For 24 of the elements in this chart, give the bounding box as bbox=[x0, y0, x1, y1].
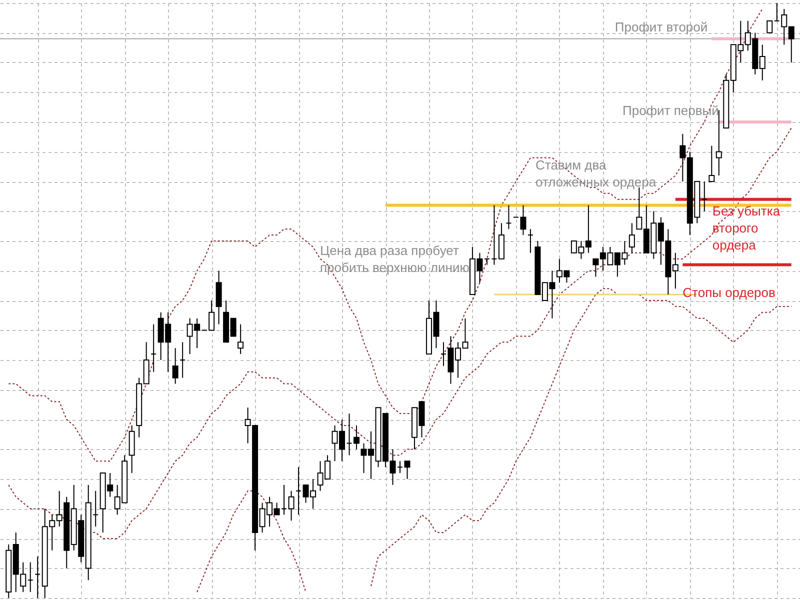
candlestick bbox=[27, 562, 34, 593]
candlestick bbox=[484, 258, 490, 266]
candlestick bbox=[216, 270, 222, 325]
candlestick bbox=[128, 424, 135, 474]
candlestick bbox=[296, 466, 302, 516]
candlestick bbox=[150, 324, 157, 372]
series-label: Профит первый bbox=[622, 103, 719, 118]
candlestick bbox=[288, 490, 294, 522]
candlestick bbox=[527, 228, 534, 254]
candlestick bbox=[701, 181, 708, 212]
series-label: Профит второй bbox=[614, 20, 708, 35]
candlestick bbox=[238, 324, 244, 355]
candlestick bbox=[180, 342, 186, 378]
candlestick bbox=[708, 145, 715, 182]
candlestick bbox=[172, 348, 178, 384]
candlestick bbox=[491, 204, 498, 266]
candlestick bbox=[34, 556, 41, 598]
candlestick bbox=[498, 222, 504, 260]
series-label: Без убытка второго ордера bbox=[712, 203, 781, 252]
candlestick bbox=[766, 20, 773, 34]
candlestick bbox=[506, 204, 512, 230]
candlestick bbox=[628, 222, 635, 254]
series-label: Стопы ордеров bbox=[682, 284, 776, 300]
annotation: Цена два раза пробует пробить верхнюю линию bbox=[320, 243, 470, 275]
